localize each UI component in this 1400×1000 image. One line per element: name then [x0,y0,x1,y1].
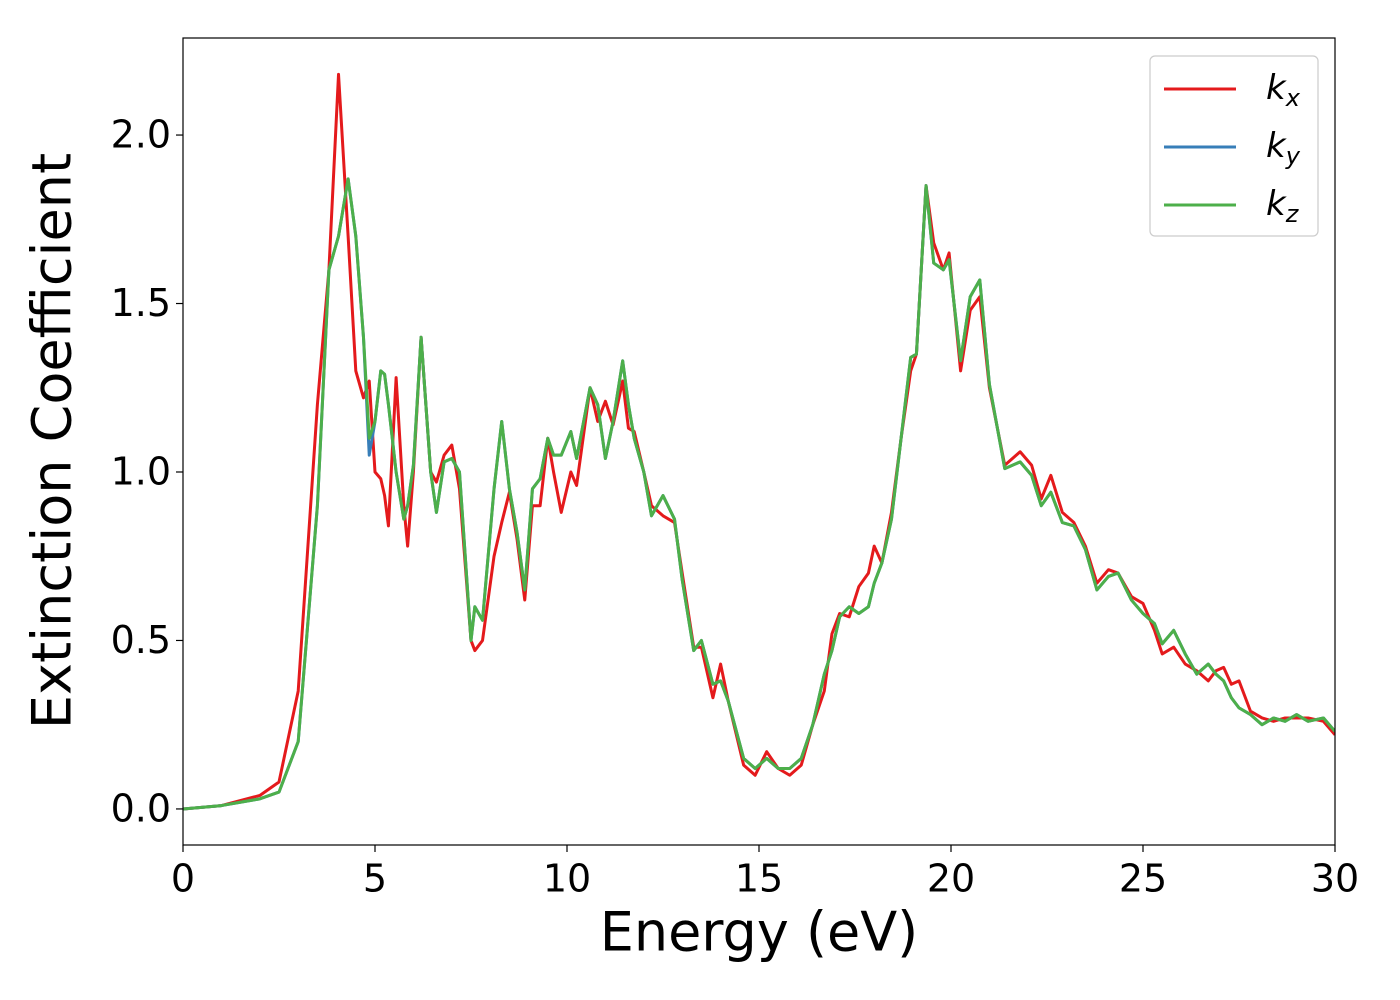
legend-label: kx [1266,68,1301,113]
x-tick-label: 5 [363,857,387,901]
legend-label-sub: x [1285,84,1301,112]
y-tick-label: 1.5 [111,281,171,325]
y-axis-label: Extinction Coefficient [21,153,84,729]
y-tick-label: 0.0 [111,786,171,830]
plot-frame [182,37,1336,846]
legend-label-sub: y [1285,142,1301,170]
x-tick-label: 10 [543,857,591,901]
x-tick-label: 20 [927,857,975,901]
y-tick-label: 2.0 [111,113,171,157]
legend-label-base: k [1266,126,1287,166]
x-axis-label: Energy (eV) [600,901,919,964]
legend-label: kz [1266,184,1300,229]
legend-label-base: k [1266,68,1287,108]
x-tick-label: 25 [1119,857,1167,901]
series-line [183,177,1335,811]
legend-label-sub: z [1285,200,1300,228]
x-tick-label: 15 [735,857,783,901]
legend-label: ky [1266,126,1301,171]
x-tick-label: 30 [1311,857,1359,901]
y-tick-label: 0.5 [111,618,171,662]
x-tick-label: 0 [171,857,195,901]
series-line [183,177,1335,811]
legend-label-base: k [1266,184,1287,224]
y-tick-label: 1.0 [111,449,171,493]
